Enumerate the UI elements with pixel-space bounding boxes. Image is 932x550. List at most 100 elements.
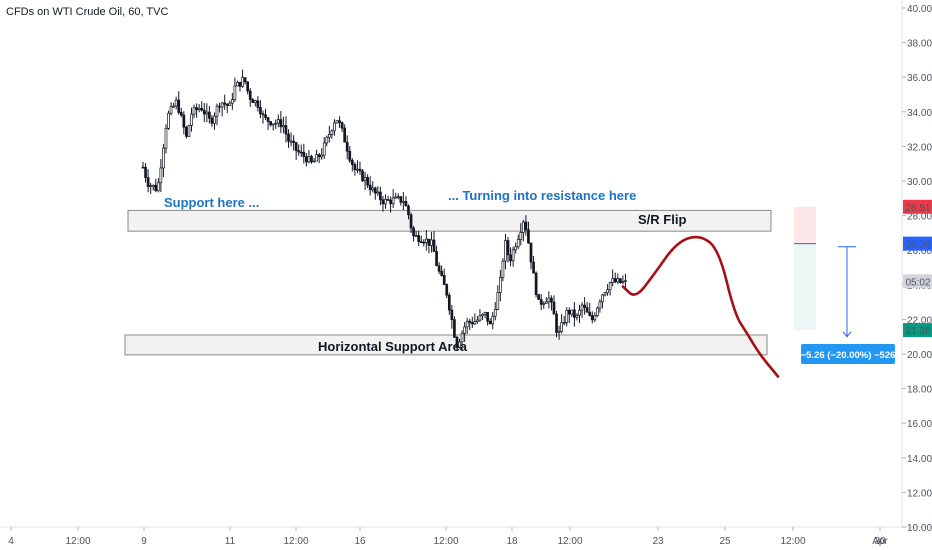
candle-body — [185, 126, 188, 137]
candle-body — [552, 301, 556, 315]
x-tick-label: 12:00 — [780, 536, 805, 547]
candle-body — [322, 142, 326, 156]
candle-body — [210, 117, 214, 124]
candle-body — [478, 315, 482, 321]
candle-body — [338, 120, 341, 123]
candle-body — [396, 196, 400, 199]
candle-body — [371, 187, 375, 191]
candle-body — [225, 103, 229, 106]
candle-body — [481, 314, 484, 317]
y-tick-label: 18.00 — [907, 385, 932, 396]
candle-body — [603, 292, 607, 296]
price-marker-label: 28.51 — [905, 203, 930, 214]
candle-body — [366, 177, 369, 186]
candle-body — [320, 154, 324, 158]
candle-body — [499, 277, 502, 293]
x-tick-label: 12:00 — [283, 536, 308, 547]
candle-body — [205, 111, 209, 115]
candle-body — [279, 119, 283, 128]
candle-body — [407, 205, 410, 216]
candle-body — [284, 125, 288, 135]
candle-body — [325, 136, 329, 144]
candle-body — [483, 311, 487, 315]
candle-body — [532, 261, 535, 274]
candle-body — [233, 85, 237, 101]
candle-body — [192, 107, 196, 115]
candle-body — [276, 119, 280, 124]
candle-body — [315, 154, 318, 162]
candle-body — [394, 196, 398, 199]
sr-flip-label: S/R Flip — [638, 212, 686, 227]
candle-body — [509, 254, 512, 262]
candle-body — [616, 278, 620, 283]
candle-body — [470, 322, 474, 325]
candle-body — [379, 191, 382, 201]
x-tick-label: 25 — [719, 536, 731, 547]
candle-body — [504, 240, 507, 262]
candle-body — [588, 311, 592, 316]
candle-body — [402, 201, 405, 203]
horizontal-support-zone[interactable] — [124, 334, 768, 356]
x-tick-label: 23 — [652, 536, 664, 547]
candle-body — [218, 105, 221, 108]
candle-body — [506, 240, 510, 256]
candle-body — [529, 242, 533, 263]
candle-body — [399, 196, 403, 203]
candle-body — [195, 107, 198, 111]
candle-body — [261, 113, 265, 116]
candle-body — [618, 278, 622, 283]
y-tick-label: 22.00 — [907, 315, 932, 326]
candle-body — [386, 199, 390, 201]
y-tick-label: 34.00 — [907, 108, 932, 119]
candle-body — [310, 155, 313, 163]
candle-body — [537, 294, 541, 300]
price-marker-bg — [903, 236, 932, 251]
x-tick-label: 12:00 — [433, 536, 458, 547]
sr-flip-zone[interactable] — [127, 209, 772, 232]
candle-body — [289, 140, 293, 143]
candle-body — [292, 140, 295, 143]
candle-body — [567, 310, 571, 315]
candle-body — [269, 121, 272, 126]
x-tick-label: Apr — [872, 536, 888, 547]
candle-body — [154, 184, 158, 192]
candle-body — [580, 304, 584, 311]
candle-body — [167, 112, 170, 129]
candle-body — [606, 289, 609, 294]
candle-body — [445, 284, 449, 296]
candle-body — [317, 154, 321, 158]
candle-body — [297, 150, 301, 153]
candle-body — [174, 99, 178, 107]
candle-body — [621, 281, 625, 283]
candle-body — [465, 320, 469, 328]
horizontal-support-label: Horizontal Support Area — [318, 339, 468, 354]
candle-body — [601, 294, 604, 303]
candle-body — [146, 177, 150, 187]
candle-body — [282, 125, 285, 128]
candle-body — [565, 310, 569, 323]
price-marker-bg — [903, 199, 932, 214]
price-marker-label: 21.38 — [905, 326, 930, 337]
candle-body — [361, 170, 364, 182]
candle-body — [228, 102, 232, 106]
candle-body — [389, 199, 392, 205]
candle-body — [555, 313, 558, 333]
y-tick-label: 16.00 — [907, 419, 932, 430]
candle-body — [264, 114, 267, 118]
candle-body — [542, 303, 546, 305]
candle-body — [333, 122, 336, 132]
candle-body — [177, 99, 181, 113]
candle-body — [491, 315, 495, 325]
y-tick-label: 12.00 — [907, 488, 932, 499]
candle-body — [585, 307, 589, 313]
x-tick-label: 9 — [141, 536, 147, 547]
price-marker-label: 05:02 — [905, 277, 930, 288]
candle-body — [162, 147, 165, 169]
x-tick-label: 11 — [225, 536, 236, 547]
candle-body — [596, 307, 599, 317]
candle-body — [424, 238, 428, 243]
candle-body — [409, 214, 413, 229]
candle-body — [608, 282, 612, 291]
candle-body — [335, 120, 339, 124]
